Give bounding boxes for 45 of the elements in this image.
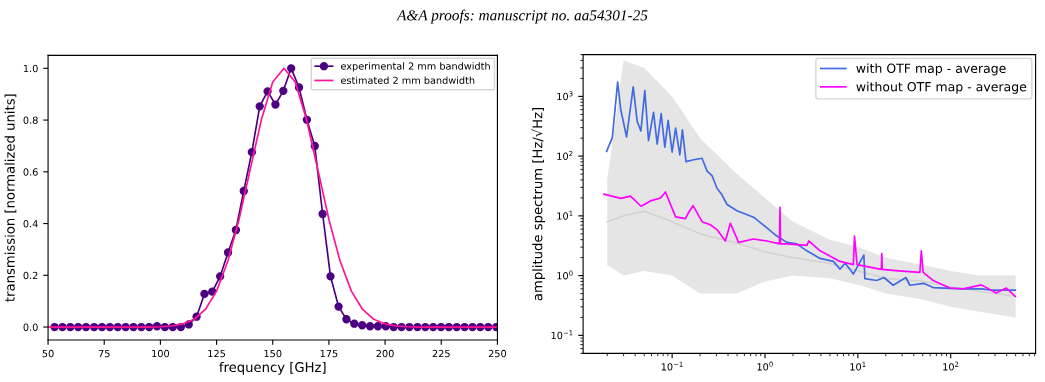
y-tick-label: 0.0 — [23, 323, 38, 331]
legend-label: experimental 2 mm bandwidth — [340, 62, 490, 72]
y-axis-title: transmission [normalized units] — [4, 94, 17, 302]
point — [287, 64, 296, 73]
x-tick-label: 225 — [432, 349, 450, 358]
point — [200, 289, 209, 299]
point — [373, 322, 383, 331]
y-tick-label: 0.2 — [23, 271, 38, 280]
y-tick-label: 0.4 — [23, 220, 38, 228]
point — [342, 315, 351, 324]
point — [318, 209, 327, 219]
point — [365, 322, 375, 331]
point — [357, 321, 367, 330]
x-tick-label: 250 — [488, 349, 507, 358]
point — [271, 100, 280, 109]
x-tick-label: 75 — [98, 350, 110, 358]
point — [334, 302, 343, 311]
legend-label: with OTF map - average — [856, 63, 1006, 76]
y-tick-label: 10$^{0}$ — [557, 270, 573, 280]
y-tick-label: 10$^{2}$ — [557, 150, 573, 160]
x-tick-label: 10$^{1}$ — [850, 361, 866, 371]
x-tick-label: 150 — [264, 349, 282, 358]
x-tick-label: 10$^{−1}$ — [661, 361, 683, 371]
y-tick-label: 10$^{1}$ — [557, 210, 573, 220]
x-tick-label: 100 — [152, 349, 170, 358]
x-tick-label: 125 — [208, 349, 226, 358]
y-tick-label: 0.8 — [23, 116, 38, 124]
point — [279, 86, 288, 96]
x-axis-title: frequency [GHz] — [219, 361, 326, 375]
text: A&A proofs: manuscript no. aa54301-25 — [396, 9, 648, 24]
x-tick-label: 200 — [376, 349, 394, 358]
legend-label: without OTF map - average — [856, 81, 1027, 94]
point — [326, 272, 335, 281]
x-tick-label: 10$^{0}$ — [757, 361, 773, 371]
x-tick-label: 10$^{2}$ — [943, 361, 959, 371]
point — [255, 102, 264, 111]
point — [350, 319, 359, 328]
y-tick-label: 10$^{−1}$ — [551, 330, 573, 340]
y-tick-label: 10$^{3}$ — [557, 91, 573, 101]
legend-label: estimated 2 mm bandwidth — [340, 76, 475, 84]
x-tick-label: 175 — [320, 350, 338, 358]
x-tick-label: 50 — [42, 349, 54, 358]
y-tick-label: 0.6 — [23, 168, 38, 176]
y-axis-title: amplitude spectrum [Hz/√Hz] — [531, 107, 545, 301]
y-tick-label: 1.0 — [23, 64, 38, 73]
